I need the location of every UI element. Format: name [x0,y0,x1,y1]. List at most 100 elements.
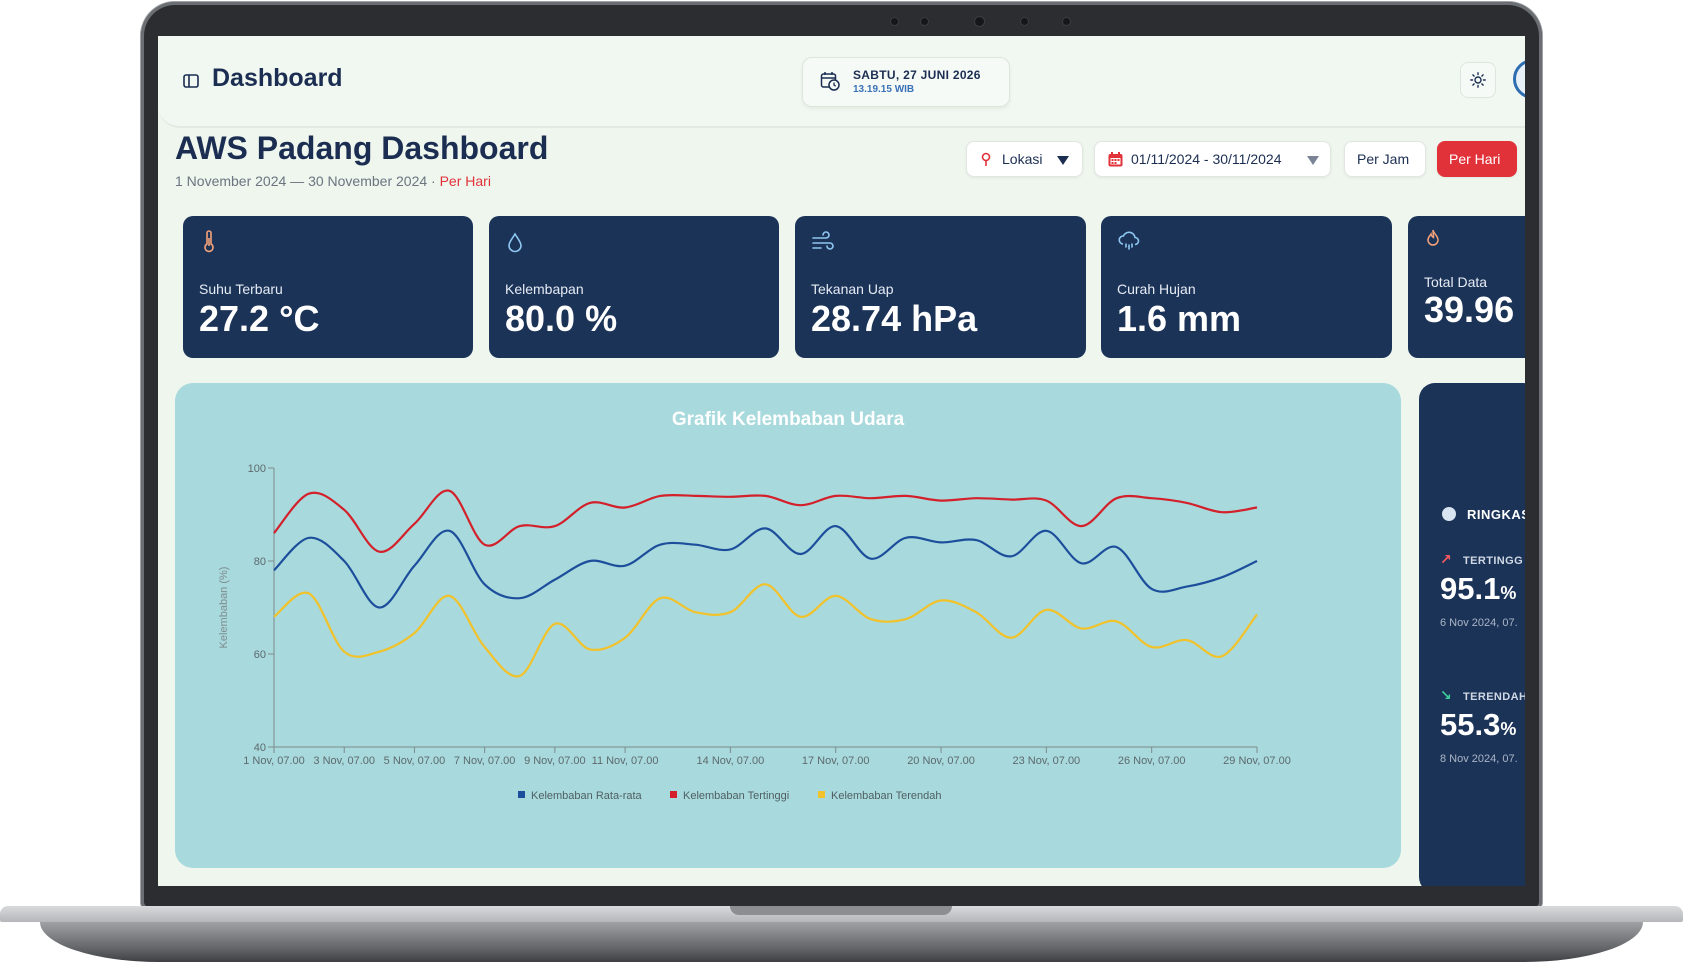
per-hari-label: Per Hari [1449,151,1501,167]
date-range-picker[interactable]: 01/11/2024 - 30/11/2024 [1094,141,1331,177]
legend-label: Kelembaban Tertinggi [683,790,789,802]
datetime-badge: SABTU, 27 JUNI 2026 13.19.15 WIB [802,57,1010,107]
dashboard-title: AWS Padang Dashboard [175,130,549,166]
camera-lens [975,17,984,26]
droplet-icon [508,232,522,253]
lowest-unit: % [1500,719,1517,739]
card-label: Kelembapan [505,281,584,297]
summary-highest-label: TERTINGG [1463,555,1524,567]
summary-panel: RINGKAS ↗ TERTINGG 95.1% 6 Nov 2024, 07.… [1419,383,1525,886]
camera-bar [871,14,1091,28]
x-tick-label: 9 Nov, 07.00 [524,755,586,767]
card-value: 1.6 mm [1117,298,1242,339]
legend-swatch [670,791,677,798]
highest-number: 95.1 [1440,571,1501,606]
sensor-dot [921,18,928,25]
dashboard-subtitle: 1 November 2024 — 30 November 2024 · Per… [175,173,491,189]
card-kelembapan: Kelembapan 80.0 % [489,216,779,358]
summary-lowest-date: 8 Nov 2024, 07. [1440,753,1518,765]
humidity-line-chart: 40 60 80 100 Kelembaban (%) 1 Nov, 07.00 3 Nov… [218,463,1291,802]
card-label: Curah Hujan [1117,281,1196,297]
legend-swatch [818,791,825,798]
x-tick-label: 29 Nov, 07.00 [1223,755,1291,767]
top-header: Dashboard SABTU, 27 JUNI 2026 13.19.15 W… [158,36,1525,128]
page-heading: Dashboard [212,64,343,92]
arrow-down-right-icon: ↘ [1440,688,1452,704]
per-jam-label: Per Jam [1357,151,1410,167]
per-jam-button[interactable]: Per Jam [1344,141,1426,177]
x-tick-label: 3 Nov, 07.00 [313,755,375,767]
cloud-rain-icon [1118,231,1140,250]
x-tick-label: 5 Nov, 07.00 [384,755,446,767]
y-axis-title: Kelembaban (%) [218,567,230,649]
location-dropdown[interactable]: Lokasi [966,141,1083,177]
series-line-0 [273,525,1258,609]
thermometer-icon [204,230,214,253]
current-date: SABTU, 27 JUNI 2026 [853,68,981,82]
laptop-notch [730,906,952,915]
date-range-value: 01/11/2024 - 30/11/2024 [1131,151,1282,167]
subtitle-range: 1 November 2024 — 30 November 2024 · [175,173,440,189]
card-label: Suhu Terbaru [199,281,283,297]
sensor-dot [891,18,898,25]
sensor-dot [1021,18,1028,25]
current-time: 13.19.15 WIB [853,84,915,95]
theme-toggle-button[interactable] [1460,62,1496,98]
summary-dot-icon [1442,507,1456,521]
sensor-dot [1063,18,1070,25]
wind-icon [812,231,834,250]
laptop-base [0,906,1683,965]
legend-label: Kelembaban Rata-rata [531,790,643,802]
x-tick-label: 26 Nov, 07.00 [1118,755,1186,767]
series-line-1 [273,489,1258,553]
card-suhu: Suhu Terbaru 27.2 °C [183,216,473,358]
caret-down-icon [1307,156,1319,165]
summary-highest-value: 95.1% [1440,571,1516,607]
screen: Dashboard SABTU, 27 JUNI 2026 13.19.15 W… [158,36,1525,886]
per-hari-button[interactable]: Per Hari [1437,141,1517,177]
summary-heading: RINGKAS [1467,507,1525,522]
laptop-base-bottom [40,922,1643,962]
x-tick-label: 1 Nov, 07.00 [243,755,305,767]
card-curah-hujan: Curah Hujan 1.6 mm [1101,216,1392,358]
user-avatar[interactable] [1513,59,1525,99]
summary-highest-date: 6 Nov 2024, 07. [1440,617,1518,629]
map-pin-icon [981,152,991,166]
card-value: 27.2 °C [199,298,320,339]
x-tick-label: 17 Nov, 07.00 [802,755,870,767]
card-value: 80.0 % [505,298,618,339]
card-tekanan-uap: Tekanan Uap 28.74 hPa [795,216,1086,358]
legend-label: Kelembaban Terendah [831,790,942,802]
card-label: Total Data [1424,274,1488,290]
sidebar-toggle-icon[interactable] [183,74,199,88]
subtitle-mode: Per Hari [439,173,491,189]
y-tick-label: 80 [254,556,266,568]
location-label: Lokasi [1002,151,1043,167]
x-tick-label: 14 Nov, 07.00 [697,755,765,767]
card-label: Tekanan Uap [811,281,894,297]
x-tick-label: 23 Nov, 07.00 [1013,755,1081,767]
flame-icon [1427,229,1439,246]
legend-swatch [518,791,525,798]
caret-down-icon [1057,156,1069,165]
calendar-clock-icon [820,72,840,91]
sun-icon [1470,72,1486,88]
card-total-data: Total Data 39.96 [1408,216,1525,358]
chart-title: Grafik Kelembaban Udara [671,409,905,430]
x-tick-label: 7 Nov, 07.00 [454,755,516,767]
x-tick-label: 20 Nov, 07.00 [907,755,975,767]
series-line-2 [273,583,1258,678]
card-value: 39.96 [1424,289,1515,330]
y-tick-label: 100 [248,463,266,475]
lowest-number: 55.3 [1440,707,1501,742]
card-value: 28.74 hPa [811,298,978,339]
highest-unit: % [1500,583,1517,603]
arrow-up-right-icon: ↗ [1440,552,1452,568]
y-tick-label: 60 [254,649,266,661]
summary-lowest-value: 55.3% [1440,707,1516,743]
summary-lowest-label: TERENDAH [1463,691,1525,703]
x-tick-label: 11 Nov, 07.00 [592,755,659,767]
y-tick-label: 40 [254,742,266,754]
humidity-chart-panel: Grafik Kelembaban Udara 40 60 80 100 Kelemba… [175,383,1401,868]
calendar-icon [1108,152,1123,167]
